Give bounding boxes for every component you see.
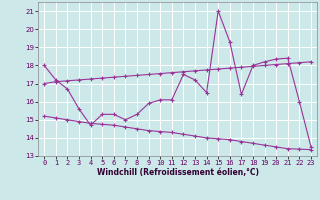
X-axis label: Windchill (Refroidissement éolien,°C): Windchill (Refroidissement éolien,°C) — [97, 168, 259, 177]
